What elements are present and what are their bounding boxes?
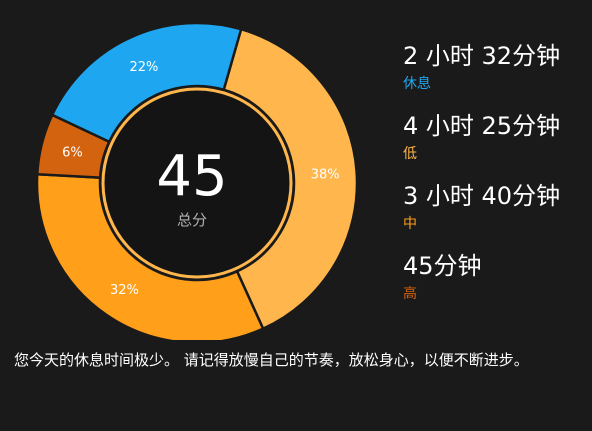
slice-labels: 38% 32% 6% 22%: [62, 60, 340, 298]
legend-medium-label: 中: [403, 216, 417, 232]
legend-low-duration: 4 小时 25分钟: [403, 112, 561, 140]
slice-percent-label-3: 22%: [129, 60, 158, 75]
donut-slice-0: [222, 27, 359, 331]
donut-slice-1: [35, 172, 265, 340]
inner-ring: [101, 87, 293, 279]
legend-item-high: 45分钟 高: [403, 250, 588, 320]
stress-donut-chart: 45 总分 38% 32% 6% 22%: [35, 21, 359, 340]
summary-message: 您今天的休息时间极少。 请记得放慢自己的节奏，放松身心，以便不断进步。: [14, 351, 529, 369]
legend: 2 小时 32分钟 休息 4 小时 25分钟 低 3 小时 40分钟 中 45分…: [403, 40, 588, 320]
donut-slice-3: [50, 21, 243, 144]
legend-high-label: 高: [403, 286, 417, 302]
legend-item-rest: 2 小时 32分钟 休息: [403, 40, 588, 110]
legend-rest-label: 休息: [403, 76, 431, 92]
total-score-label: 总分: [177, 211, 207, 229]
donut-slices: [35, 21, 359, 340]
legend-medium-duration: 3 小时 40分钟: [403, 182, 561, 210]
slice-percent-label-2: 6%: [62, 146, 83, 161]
legend-item-low: 4 小时 25分钟 低: [403, 110, 588, 180]
slice-percent-label-0: 38%: [311, 168, 340, 183]
legend-high-duration: 45分钟: [403, 252, 482, 280]
legend-item-medium: 3 小时 40分钟 中: [403, 180, 588, 250]
legend-rest-duration: 2 小时 32分钟: [403, 42, 561, 70]
slice-percent-label-1: 32%: [110, 283, 139, 298]
total-score-value: 45: [156, 144, 227, 209]
legend-low-label: 低: [403, 146, 417, 162]
